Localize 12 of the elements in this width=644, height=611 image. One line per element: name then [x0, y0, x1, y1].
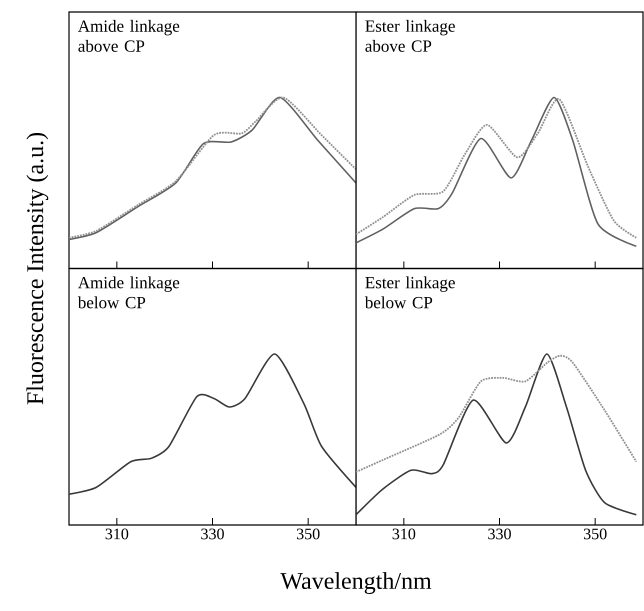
chart-title: Amide linkage below CP — [78, 276, 180, 308]
x-tick-label: 350 — [296, 528, 320, 540]
x-tick-label: 350 — [584, 528, 607, 540]
x-tick-label: 330 — [488, 528, 511, 540]
x-tick-label: 310 — [106, 528, 128, 540]
chart-title: Ester linkage above CP — [365, 20, 455, 52]
x-tick-label: 310 — [392, 528, 416, 540]
chart-title: Ester linkage below CP — [364, 276, 455, 308]
y-axis-title: Fluorescence Intensity (a.u.) — [26, 132, 48, 404]
x-tick-label: 330 — [201, 528, 224, 540]
x-axis-title: Wavelength/nm — [280, 572, 432, 594]
chart-title: Amide linkage above CP — [78, 20, 180, 52]
